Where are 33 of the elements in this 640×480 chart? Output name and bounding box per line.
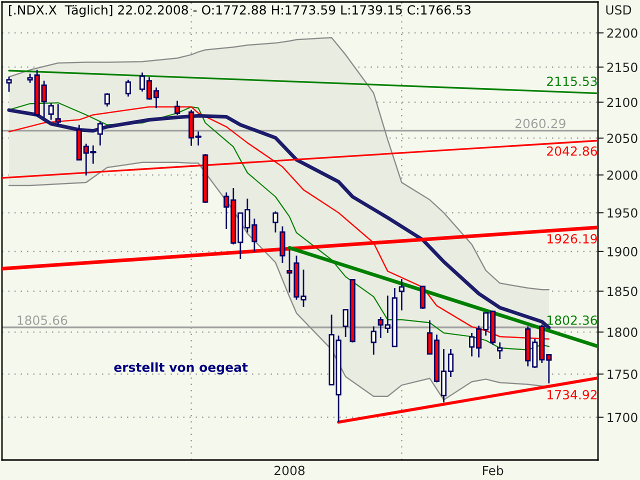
y-tick-label: 1800 (608, 328, 638, 337)
candlestick (97, 120, 103, 146)
y-tick-label: 2100 (607, 98, 638, 108)
chart-title: [.NDX.X Täglich] 22.02.2008 - O:1772.88 H:1773.59 L:1739.15 C:1766.53 (9, 4, 471, 18)
y-tick-label: 1850 (608, 286, 638, 296)
annotation: 1802.36 (548, 315, 598, 325)
annotation: 2115.53 (547, 76, 597, 86)
y-tick-label: 2200 (607, 28, 638, 38)
y-tick-label: 1950 (608, 208, 638, 218)
y-tick-label: 1750 (608, 370, 638, 379)
annotation: erstellt von oegeat (114, 362, 248, 374)
ref-line-label: 2060.29 (515, 118, 566, 128)
y-tick-label: 2000 (607, 170, 638, 180)
x-tick-label: 2008 (274, 466, 305, 476)
candlestick (398, 278, 404, 312)
candlestick (48, 102, 54, 120)
y-tick-label: 2150 (607, 62, 638, 72)
candlestick (420, 286, 426, 310)
y-tick-label: 1700 (608, 412, 638, 422)
ref-line-label: 1805.66 (18, 316, 68, 325)
candlestick (125, 79, 132, 98)
candlestick (497, 342, 503, 360)
candlestick (104, 92, 110, 108)
candlestick (272, 210, 278, 234)
y-tick-label: 2050 (607, 134, 638, 144)
x-tick-label: Feb (482, 466, 504, 476)
candlestick (6, 76, 12, 93)
annotation: 2042.86 (547, 146, 598, 156)
y-axis-title: USD (606, 5, 632, 15)
annotation: 1926.19 (548, 234, 597, 244)
annotation: 1734.92 (548, 390, 597, 400)
candlestick (370, 326, 376, 356)
y-tick-label: 1900 (608, 246, 638, 256)
